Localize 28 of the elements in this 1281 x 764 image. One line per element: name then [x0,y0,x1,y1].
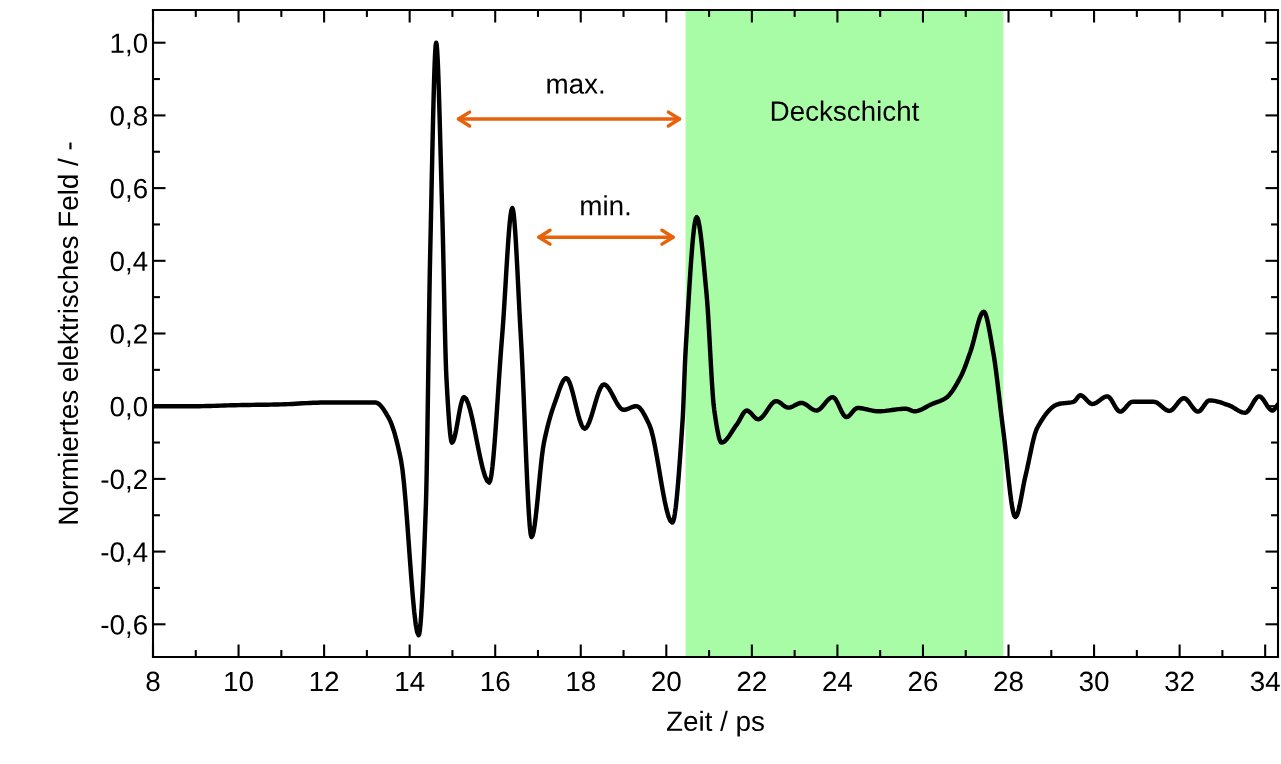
x-tick-label: 32 [1165,671,1194,692]
y-tick-label: 0,2 [110,324,147,348]
x-tick-label: 18 [567,671,595,692]
y-tick-label: -0,6 [101,614,147,638]
x-tick-label: 22 [737,671,766,692]
y-tick-label: 0,6 [110,178,147,202]
y-tick-label: 1,0 [111,33,148,57]
x-tick-label: 24 [823,671,853,692]
y-tick-label: -0,2 [101,469,147,493]
y-axis-title: Normiertes elektrisches Feld / - [57,142,79,524]
annotation: max. [547,78,604,94]
x-tick-label: 30 [1079,671,1109,692]
x-tick-label: 20 [652,671,681,692]
x-tick-label: 16 [481,671,510,692]
annotation: min. [581,195,630,216]
y-tick-label: 0,0 [110,396,148,420]
y-tick-label: -0,4 [101,542,148,566]
x-tick-label: 12 [310,671,339,692]
x-tick-label: 26 [908,671,938,692]
y-tick-label: 0,4 [110,251,148,275]
x-tick-label: 34 [1250,671,1280,692]
x-tick-label: 8 [146,671,160,692]
x-tick-label: 10 [225,671,253,692]
x-tick-label: 28 [994,671,1023,692]
x-axis-title: Zeit / ps [666,710,764,737]
y-tick-label: 0,8 [110,106,147,130]
x-tick-label: 14 [396,671,425,692]
band-label: Deckschicht [771,100,920,121]
